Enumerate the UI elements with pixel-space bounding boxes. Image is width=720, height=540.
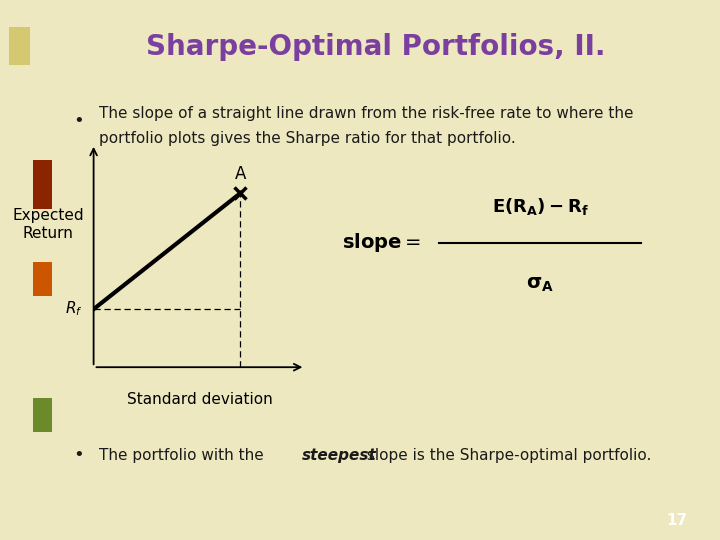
Text: slope is the Sharpe-optimal portfolio.: slope is the Sharpe-optimal portfolio. [362,448,652,463]
Text: 17: 17 [666,513,688,528]
Text: portfolio plots gives the Sharpe ratio for that portfolio.: portfolio plots gives the Sharpe ratio f… [99,131,516,146]
Text: A: A [235,165,246,183]
Text: steepest: steepest [302,448,377,463]
Bar [32,160,52,208]
Text: •: • [73,446,84,464]
Bar [32,397,52,431]
Text: $\mathbf{slope} =$: $\mathbf{slope} =$ [342,232,421,254]
Text: Standard deviation: Standard deviation [127,392,272,407]
Bar [9,27,30,65]
Text: $R_f$: $R_f$ [65,300,83,319]
Text: $\mathbf{E(R_A)-R_f}$: $\mathbf{E(R_A)-R_f}$ [492,196,588,217]
Text: Sharpe-Optimal Portfolios, II.: Sharpe-Optimal Portfolios, II. [146,33,606,61]
Text: $\mathbf{\sigma_A}$: $\mathbf{\sigma_A}$ [526,274,554,294]
Bar [32,262,52,296]
Text: Expected
Return: Expected Return [12,207,84,241]
Text: The slope of a straight line drawn from the risk-free rate to where the: The slope of a straight line drawn from … [99,106,634,120]
Text: The portfolio with the: The portfolio with the [99,448,269,463]
Text: •: • [73,112,84,130]
